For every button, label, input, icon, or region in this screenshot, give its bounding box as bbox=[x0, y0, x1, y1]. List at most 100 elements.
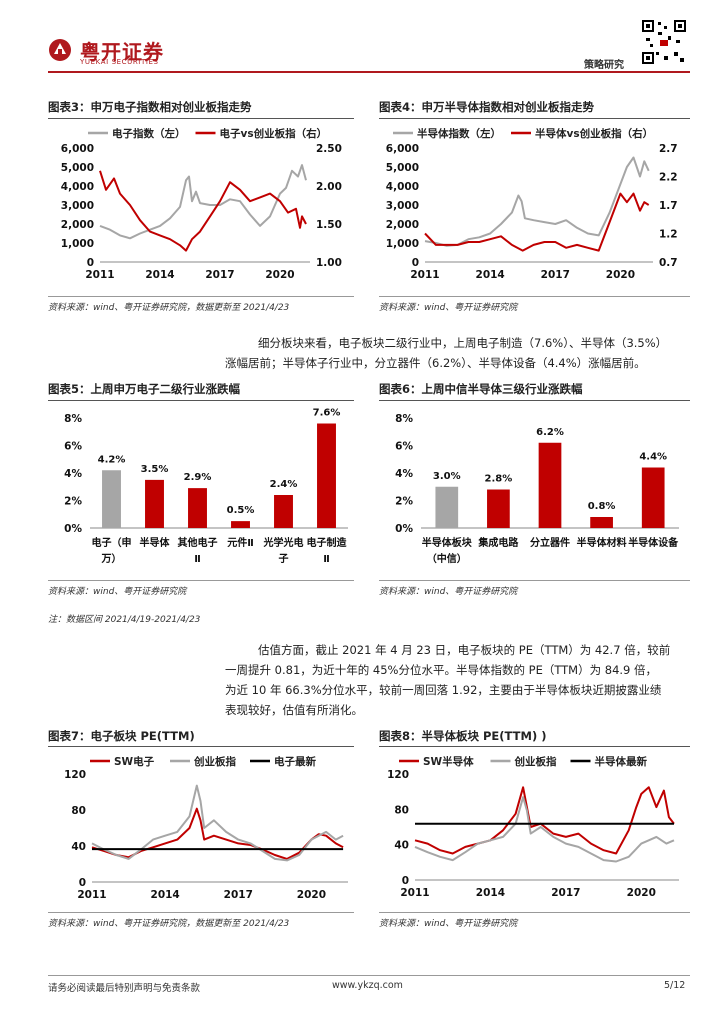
y-tick-label: 6% bbox=[395, 441, 413, 453]
bar bbox=[487, 489, 510, 528]
y-tick-label: 2,000 bbox=[61, 219, 94, 231]
series-line bbox=[99, 164, 307, 240]
bar bbox=[590, 517, 613, 528]
figure-6-title: 图表6：上周中信半导体三级行业涨跌幅 bbox=[379, 382, 583, 396]
figure-3-source: 资料来源：wind、粤开证券研究院，数据更新至 2021/4/23 bbox=[48, 303, 290, 313]
data-label: 7.6% bbox=[313, 408, 341, 419]
series-line bbox=[414, 796, 675, 863]
figure-7-rule bbox=[48, 746, 354, 747]
x-tick-label: 2011 bbox=[410, 269, 439, 281]
section-label: 策略研究 bbox=[584, 60, 624, 71]
figure-5-title: 图表5：上周申万电子二级行业涨跌幅 bbox=[48, 382, 240, 396]
figure-5-rule bbox=[48, 400, 354, 401]
figure-7-source: 资料来源：wind、粤开证券研究院，数据更新至 2021/4/23 bbox=[48, 919, 290, 929]
footer-rule bbox=[48, 975, 690, 976]
y-tick-label: 1,000 bbox=[386, 238, 419, 250]
y-tick-label: 1,000 bbox=[61, 238, 94, 250]
series-line bbox=[414, 786, 675, 855]
figure-4-title: 图表4：申万半导体指数相对创业板指走势 bbox=[379, 100, 594, 114]
legend-label: 电子最新 bbox=[274, 755, 316, 768]
y2-tick-label: 1.2 bbox=[659, 229, 678, 241]
legend-label: SW电子 bbox=[114, 755, 155, 768]
y2-tick-label: 2.2 bbox=[659, 172, 678, 184]
y2-tick-label: 1.00 bbox=[316, 257, 342, 269]
bar bbox=[102, 470, 121, 528]
category-label: 其他电子 bbox=[178, 536, 218, 549]
figure-7-title: 图表7：电子板块 PE(TTM) bbox=[48, 729, 195, 743]
logo-mark-icon bbox=[49, 39, 71, 61]
figure-7-chart: SW电子 创业板指 电子最新 0 40 80 120 2011 2014 2017 2020 bbox=[64, 755, 348, 901]
logo-text: 粤开证券 bbox=[80, 40, 164, 64]
y-tick-label: 0 bbox=[79, 877, 86, 889]
y-tick-label: 4,000 bbox=[386, 181, 419, 193]
data-label: 0.8% bbox=[588, 501, 616, 512]
footer-website-link[interactable]: www.ykzq.com bbox=[332, 980, 403, 991]
series-line bbox=[99, 170, 307, 252]
data-label: 3.0% bbox=[433, 471, 461, 482]
data-range-note: 注：数据区间 2021/4/19-2021/4/23 bbox=[48, 615, 201, 625]
figure-6-rule bbox=[379, 400, 690, 401]
figure-3-title: 图表3：申万电子指数相对创业板指走势 bbox=[48, 100, 252, 114]
category-label: 半导体 bbox=[140, 536, 171, 549]
y-tick-label: 2% bbox=[395, 496, 413, 508]
figure-8-source: 资料来源：wind、粤开证券研究院 bbox=[379, 919, 518, 929]
figure-7-source-rule bbox=[48, 912, 354, 913]
data-label: 6.2% bbox=[536, 427, 564, 438]
data-label: 2.4% bbox=[270, 479, 298, 490]
figure-3-rule bbox=[48, 118, 354, 119]
y-tick-label: 0% bbox=[64, 523, 82, 535]
y-tick-label: 5,000 bbox=[386, 162, 419, 174]
data-label: 4.4% bbox=[639, 452, 667, 463]
category-label: 半导体设备 bbox=[628, 536, 679, 549]
category-label: 万） bbox=[101, 552, 122, 565]
category-label: 半导体材料 bbox=[577, 536, 627, 549]
y-tick-label: 0 bbox=[402, 875, 409, 887]
category-label: 电子制造 bbox=[307, 536, 348, 549]
category-label: 半导体板块 bbox=[422, 536, 473, 549]
category-label: 子 bbox=[279, 553, 289, 565]
figure-6-source: 资料来源：wind、粤开证券研究院 bbox=[379, 587, 518, 597]
y-tick-label: 2% bbox=[64, 496, 82, 508]
bar bbox=[274, 495, 293, 528]
category-label: Ⅱ bbox=[323, 554, 330, 565]
category-label: 元件Ⅱ bbox=[227, 536, 254, 549]
logo-subtext: YUEKAI SECURITIES bbox=[80, 58, 159, 66]
bar bbox=[435, 486, 459, 528]
x-tick-label: 2017 bbox=[205, 269, 234, 281]
y-tick-label: 4,000 bbox=[61, 181, 94, 193]
figure-5-chart: 0% 2% 4% 6% 8% 4.2% 电子（申万） 3.5% 半导体 2.9% 其他电子 Ⅱ 0.5%… bbox=[64, 408, 348, 565]
x-tick-label: 2020 bbox=[627, 887, 656, 899]
figure-5-source-rule bbox=[48, 580, 354, 581]
x-tick-label: 2014 bbox=[476, 269, 505, 281]
y2-tick-label: 2.50 bbox=[316, 143, 342, 155]
y-tick-label: 80 bbox=[71, 805, 86, 817]
series-line bbox=[424, 156, 650, 247]
figure-4-rule bbox=[379, 118, 690, 119]
figure-6-source-rule bbox=[379, 580, 690, 581]
legend-label: 创业板指 bbox=[514, 755, 557, 768]
y-tick-label: 40 bbox=[71, 841, 86, 853]
paragraph-2-line-3: 为近 10 年 66.3%分位水平，较前一周回落 1.92，主要由于半导体板块近… bbox=[225, 683, 662, 697]
category-label: 分立器件 bbox=[530, 536, 570, 549]
header-rule bbox=[48, 71, 690, 73]
data-label: 3.5% bbox=[141, 464, 169, 475]
legend-label: 半导体vs创业板指（右） bbox=[535, 127, 653, 140]
data-label: 4.2% bbox=[98, 454, 126, 465]
figure-5-source: 资料来源：wind、粤开证券研究院 bbox=[48, 587, 187, 597]
figure-4-source: 资料来源：wind、粤开证券研究院 bbox=[379, 303, 518, 313]
data-label: 2.9% bbox=[184, 472, 212, 483]
figure-8-title: 图表8：半导体板块 PE(TTM) ) bbox=[379, 729, 547, 743]
y2-tick-label: 0.7 bbox=[659, 257, 678, 269]
x-tick-label: 2020 bbox=[606, 269, 635, 281]
category-label: 电子（申 bbox=[92, 536, 132, 549]
data-label: 2.8% bbox=[485, 474, 513, 485]
y-tick-label: 8% bbox=[395, 413, 413, 425]
y-tick-label: 120 bbox=[387, 769, 409, 781]
y-tick-label: 6,000 bbox=[61, 143, 94, 155]
series-line bbox=[424, 192, 650, 252]
legend-label: 电子指数（左） bbox=[112, 127, 186, 140]
y-tick-label: 0% bbox=[395, 523, 413, 535]
qr-code-icon bbox=[640, 18, 688, 66]
figure-8-rule bbox=[379, 746, 690, 747]
y-tick-label: 6% bbox=[64, 441, 82, 453]
